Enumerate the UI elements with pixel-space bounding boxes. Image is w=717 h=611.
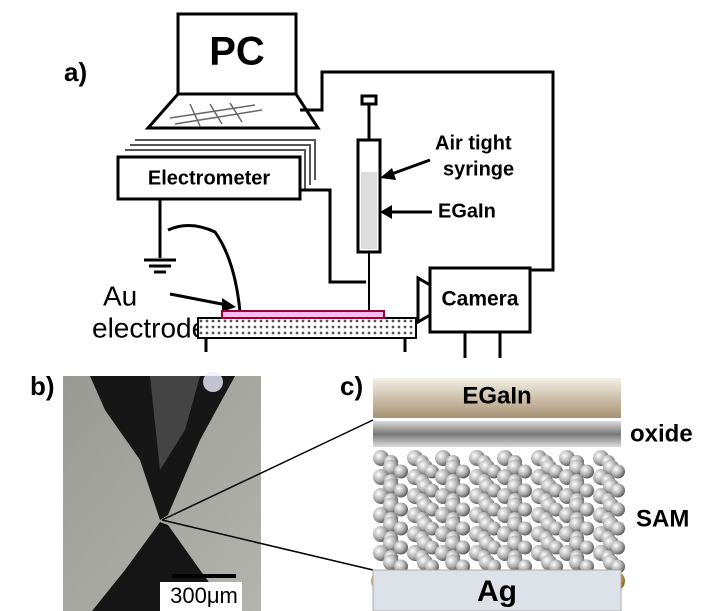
syringe-label: syringe — [443, 158, 514, 180]
wire — [300, 72, 553, 282]
egain-label: EGaIn — [438, 200, 496, 222]
substrate — [222, 311, 384, 318]
panel-label: b) — [30, 371, 55, 401]
sam-label: SAM — [636, 505, 689, 532]
panel-b: b) 300μm — [30, 371, 373, 611]
pc-label: PC — [209, 30, 265, 74]
oxide-layer — [373, 421, 621, 447]
electrometer-label: Electrometer — [148, 167, 270, 189]
oxide-label: oxide — [630, 420, 693, 447]
panel-label: c) — [340, 371, 363, 401]
arrowhead — [380, 205, 392, 219]
scale-label: 300μm — [170, 583, 238, 608]
panel-c: c) EGaIn oxide SAM Ag — [340, 371, 693, 611]
panel-label: a) — [64, 57, 87, 87]
syringe-label: Air tight — [435, 132, 512, 154]
ag-label: Ag — [477, 575, 517, 608]
camera-legs — [465, 332, 500, 358]
arrowhead — [380, 168, 396, 180]
keys — [170, 103, 262, 126]
electrode-label: Au — [103, 280, 137, 311]
panel-a: a) PC Electrometer Au electrode Air tigh… — [64, 14, 553, 358]
wire — [168, 225, 240, 312]
stage — [198, 318, 416, 338]
egain-fill — [361, 172, 377, 249]
reflection — [203, 372, 223, 392]
plunger-cap — [362, 96, 376, 104]
electrode-label: electrode — [92, 312, 207, 343]
ground — [144, 200, 176, 272]
arrowhead — [222, 298, 236, 312]
camera-label: Camera — [441, 288, 518, 311]
camera-lens — [418, 278, 430, 322]
stage-legs — [206, 338, 405, 352]
egain-label: EGaIn — [462, 382, 531, 409]
pc-keyboard — [148, 94, 318, 128]
figure: a) PC Electrometer Au electrode Air tigh… — [0, 0, 717, 611]
